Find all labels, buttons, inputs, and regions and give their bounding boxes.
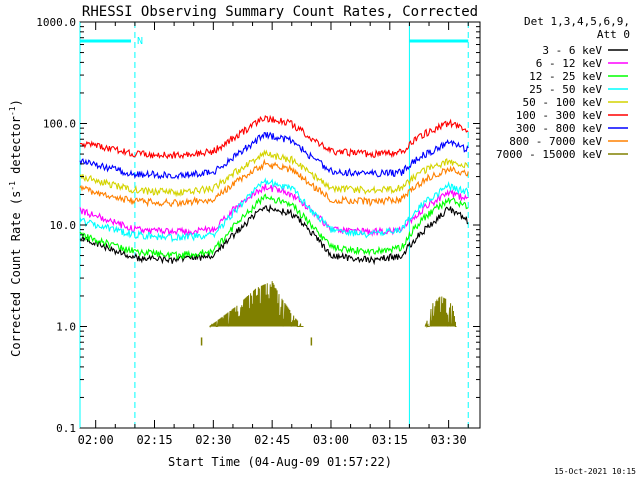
legend-label: 12 - 25 keV [529, 70, 602, 83]
series-line [209, 281, 304, 329]
legend-label: 50 - 100 keV [523, 96, 603, 109]
series-300-800kev [79, 131, 469, 180]
chart-title: RHESSI Observing Summary Count Rates, Co… [82, 4, 478, 20]
series-line [79, 131, 469, 180]
x-tick-label: 02:00 [78, 433, 114, 447]
legend-label: 25 - 50 keV [529, 83, 602, 96]
legend-label: 7000 - 15000 keV [496, 148, 602, 161]
y-tick-label: 10.0 [50, 219, 77, 232]
series-7000-15000kev [200, 281, 457, 346]
series-800-7000kev [79, 158, 469, 208]
legend-label: 6 - 12 keV [536, 57, 603, 70]
series-line [79, 114, 469, 160]
series-100-300kev [79, 114, 469, 160]
x-tick-label: 02:30 [195, 433, 231, 447]
series-line [79, 193, 469, 261]
y-axis-label-end: ) [9, 99, 23, 106]
legend-label: 800 - 7000 keV [509, 135, 602, 148]
series-50-100kev [79, 149, 469, 198]
legend-label: 100 - 300 keV [516, 109, 602, 122]
night-markers [79, 22, 469, 428]
footer-timestamp: 15-Oct-2021 10:15 [554, 467, 636, 476]
series-12-25kev [79, 193, 469, 261]
y-axis-label: Corrected Count Rate (s-1 detector-1) [8, 99, 23, 357]
legend-label: 300 - 800 keV [516, 122, 602, 135]
legend-header-line1: Det 1,3,4,5,6,9, [524, 15, 630, 28]
y-axis-label-sup2: -1 [8, 106, 17, 116]
series-line [79, 183, 469, 237]
y-tick-label: 1.0 [56, 321, 76, 334]
annotation-layer: N [137, 36, 143, 47]
series-line [79, 149, 469, 198]
x-tick-label: 03:30 [431, 433, 467, 447]
y-axis-label-sup1: -1 [8, 181, 17, 191]
y-axis-label-main: Corrected Count Rate (s [9, 191, 23, 357]
x-tick-label: 02:15 [136, 433, 172, 447]
y-tick-label: 100.0 [43, 118, 76, 131]
y-axis-label-mid: detector [9, 116, 23, 181]
y-tick-label: 0.1 [56, 422, 76, 435]
series-line [79, 203, 469, 266]
series-3-6kev [79, 203, 469, 266]
x-tick-label: 03:15 [372, 433, 408, 447]
legend-header-line2: Att 0 [597, 28, 630, 41]
y-tick-label: 1000.0 [36, 16, 76, 29]
x-axis-label: Start Time (04-Aug-09 01:57:22) [168, 455, 392, 469]
series-6-12kev [79, 183, 469, 237]
series-line [79, 177, 469, 243]
night-label: N [137, 36, 143, 47]
x-tick-label: 03:00 [313, 433, 349, 447]
axis-layer: 0.1 1.0 10.0 100.0 1000.0 02:00 02:15 02:30 02:4… [36, 16, 480, 447]
series-layer [79, 114, 469, 346]
series-line [79, 158, 469, 208]
x-tick-label: 02:45 [254, 433, 290, 447]
series-line [424, 296, 457, 329]
legend-label: 3 - 6 keV [542, 44, 602, 57]
series-25-50kev [79, 177, 469, 243]
